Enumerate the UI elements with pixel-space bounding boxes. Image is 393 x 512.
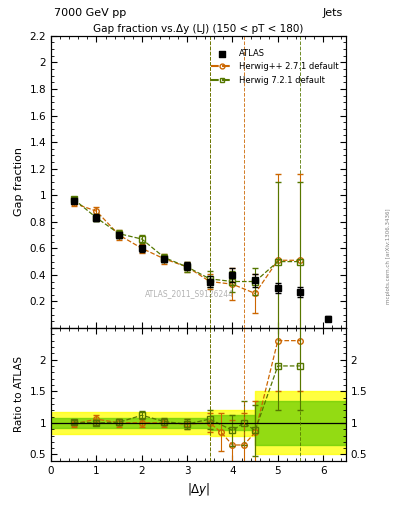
- Y-axis label: Ratio to ATLAS: Ratio to ATLAS: [14, 356, 24, 433]
- Legend: ATLAS, Herwig++ 2.7.1 default, Herwig 7.2.1 default: ATLAS, Herwig++ 2.7.1 default, Herwig 7.…: [208, 46, 342, 88]
- Y-axis label: Gap fraction: Gap fraction: [14, 147, 24, 217]
- Text: ATLAS_2011_S9126244: ATLAS_2011_S9126244: [145, 289, 234, 298]
- Text: 7000 GeV pp: 7000 GeV pp: [54, 8, 126, 18]
- Text: mcplots.cern.ch [arXiv:1306.3436]: mcplots.cern.ch [arXiv:1306.3436]: [386, 208, 391, 304]
- Text: Jets: Jets: [323, 8, 343, 18]
- X-axis label: $|\Delta y|$: $|\Delta y|$: [187, 481, 210, 498]
- Title: Gap fraction vs.Δy (LJ) (150 < pT < 180): Gap fraction vs.Δy (LJ) (150 < pT < 180): [93, 24, 304, 34]
